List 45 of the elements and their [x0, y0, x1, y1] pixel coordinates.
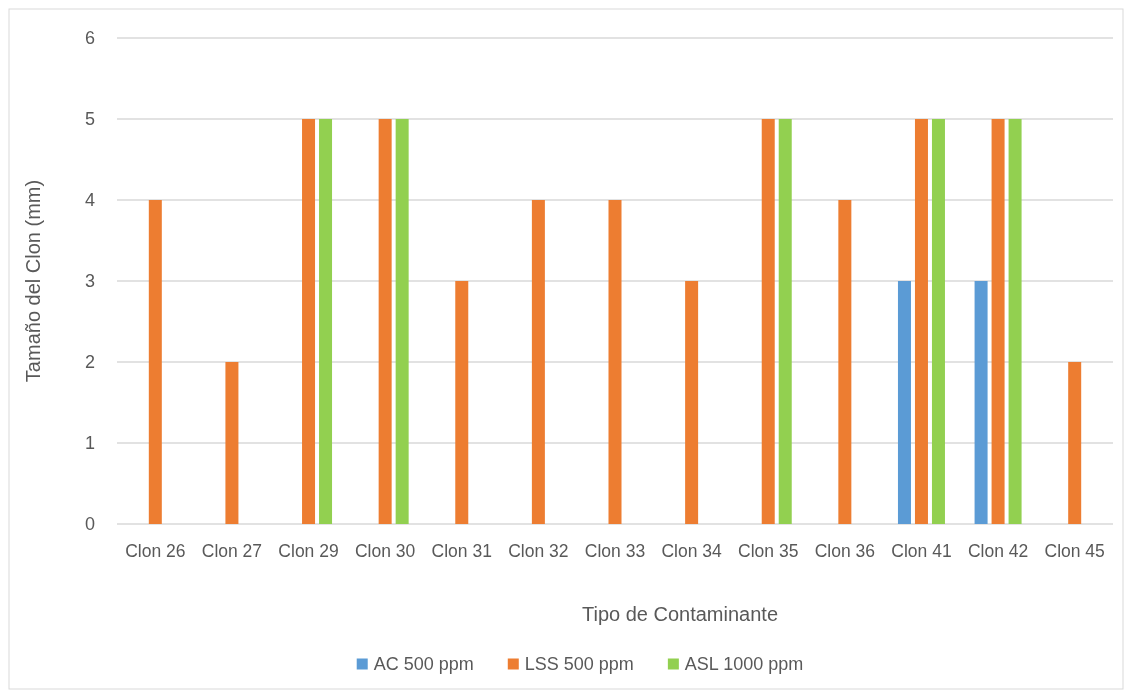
x-tick-label: Clon 45	[1044, 541, 1105, 561]
y-tick-label: 3	[84, 271, 95, 292]
bar	[838, 200, 852, 524]
bar	[378, 119, 392, 524]
x-tick-label: Clon 34	[661, 541, 723, 561]
legend-label: ASL 1000 ppm	[684, 654, 804, 675]
bar	[531, 200, 545, 524]
x-tick-label: Clon 35	[738, 541, 799, 561]
y-axis-title: Tamaño del Clon (mm)	[22, 179, 44, 383]
bar	[395, 119, 409, 524]
x-tick-label: Clon 31	[431, 541, 492, 561]
bar	[897, 281, 911, 524]
y-tick-label: 4	[84, 190, 95, 211]
bar	[319, 119, 333, 524]
bar	[148, 200, 162, 524]
y-tick-label: 1	[84, 433, 95, 454]
bar	[778, 119, 792, 524]
bar	[931, 119, 945, 524]
legend-label: AC 500 ppm	[373, 654, 474, 675]
bar	[1068, 362, 1082, 524]
y-tick-label: 0	[84, 514, 95, 535]
bar	[1008, 119, 1022, 524]
bar	[914, 119, 928, 524]
x-tick-label: Clon 29	[278, 541, 339, 561]
bar	[974, 281, 988, 524]
x-tick-label: Clon 27	[201, 541, 263, 561]
bar	[685, 281, 699, 524]
y-tick-label: 2	[84, 352, 95, 373]
bar	[225, 362, 239, 524]
y-tick-label: 6	[84, 28, 95, 49]
x-tick-label: Clon 41	[891, 541, 952, 561]
bar	[302, 119, 316, 524]
x-axis-title: Tipo de Contaminante	[581, 603, 779, 625]
x-tick-label: Clon 42	[967, 541, 1029, 561]
x-tick-label: Clon 26	[125, 541, 186, 561]
bar	[608, 200, 622, 524]
x-tick-label: Clon 36	[814, 541, 876, 561]
bar	[991, 119, 1005, 524]
x-tick-label: Clon 32	[508, 541, 569, 561]
y-tick-label: 5	[84, 109, 95, 130]
legend-label: LSS 500 ppm	[524, 654, 634, 675]
x-tick-label: Clon 33	[584, 541, 646, 561]
x-tick-label: Clon 30	[354, 541, 416, 561]
bar	[455, 281, 469, 524]
bar	[761, 119, 775, 524]
